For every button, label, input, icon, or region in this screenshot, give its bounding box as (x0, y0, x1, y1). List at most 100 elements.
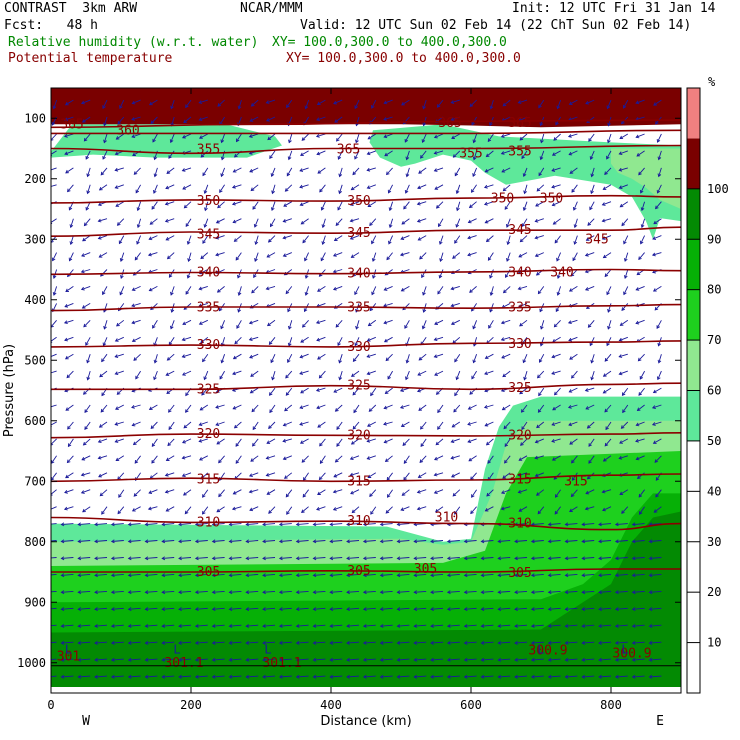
wind-arrow-head (422, 291, 426, 296)
wind-arrow-head (484, 371, 488, 376)
wind-arrow-head (607, 325, 611, 330)
wind-arrow (383, 421, 393, 425)
wind-arrow (115, 336, 124, 342)
wind-arrow (182, 184, 192, 190)
low-marker: L (65, 642, 72, 656)
wind-arrow (305, 99, 310, 109)
wind-arrow-head (405, 156, 410, 161)
wind-arrow-head (601, 236, 606, 240)
wind-arrow-head (622, 104, 627, 109)
wind-arrow-head (614, 539, 619, 544)
wind-arrow-head (110, 641, 115, 645)
wind-arrow (498, 573, 511, 576)
wind-arrow (503, 286, 511, 293)
wind-arrow-head (182, 439, 186, 444)
wind-arrow (279, 607, 292, 610)
wind-arrow (235, 252, 242, 261)
wind-arrow-head (245, 624, 250, 628)
wind-arrow-head (503, 425, 508, 430)
wind-arrow-head (127, 590, 132, 595)
wind-arrow (170, 133, 175, 143)
wind-arrow (337, 337, 343, 346)
wind-arrow-head (338, 173, 343, 178)
wind-arrow (571, 455, 578, 464)
wind-arrow-head (85, 342, 89, 346)
wind-arrow-head (233, 153, 238, 158)
wind-arrow-head (554, 239, 559, 244)
wind-arrow-head (654, 459, 659, 463)
wind-arrow (657, 370, 662, 380)
wind-arrow (296, 540, 309, 542)
wind-arrow (653, 99, 662, 106)
wind-arrow (313, 557, 326, 559)
wind-arrow-head (653, 220, 658, 225)
wind-arrow (538, 286, 545, 294)
theta-contour-365 (51, 119, 681, 129)
wind-arrow-head (640, 207, 645, 212)
wind-arrow (619, 167, 628, 171)
wind-arrow-head (351, 509, 356, 514)
wind-arrow (330, 540, 343, 542)
wind-arrow-head (413, 641, 418, 645)
wind-arrow (119, 286, 125, 295)
wind-arrow-head (434, 456, 438, 461)
wind-arrow (132, 99, 141, 104)
wind-arrow-head (110, 573, 115, 578)
wind-arrow (641, 218, 646, 228)
theta-contour-350 (51, 194, 681, 204)
wind-arrow-head (446, 573, 451, 578)
wind-arrow (81, 472, 91, 476)
wind-arrow (535, 438, 544, 443)
wind-arrow-head (400, 287, 405, 292)
wind-arrow-head (355, 308, 359, 313)
wind-arrow (417, 370, 427, 376)
wind-arrow-head (181, 473, 186, 477)
wind-arrow-head (446, 624, 451, 628)
wind-arrow-head (651, 252, 656, 257)
wind-arrow (219, 116, 225, 125)
wind-arrow (69, 252, 74, 261)
wind-arrow (215, 421, 225, 426)
wind-arrow-head (150, 425, 155, 430)
wind-arrow (604, 438, 612, 447)
wind-arrow-head (144, 590, 149, 595)
wind-arrow-head (523, 376, 527, 381)
wind-arrow-head (413, 556, 418, 561)
wind-arrow-head (520, 409, 525, 413)
wind-arrow-head (598, 641, 602, 645)
wind-arrow (468, 455, 477, 462)
wind-arrow-head (136, 207, 141, 212)
theta-label: 325 (508, 381, 531, 396)
wind-arrow-head (434, 509, 439, 513)
wind-arrow (498, 641, 511, 644)
wind-arrow (430, 641, 444, 644)
wind-arrow (535, 201, 545, 207)
wind-arrow (270, 218, 276, 227)
wind-arrow (103, 320, 108, 330)
wind-arrow-head (539, 122, 544, 127)
wind-arrow-head (573, 241, 578, 245)
wind-arrow (507, 235, 511, 245)
wind-arrow (116, 319, 125, 327)
wind-arrow-head (198, 422, 203, 426)
wind-arrow (402, 303, 410, 311)
wind-arrow-head (329, 573, 334, 578)
wind-arrow (585, 489, 595, 495)
wind-arrow (271, 167, 276, 177)
wind-arrow (367, 201, 377, 207)
wind-arrow-head (102, 342, 107, 347)
wind-arrow-head (501, 169, 506, 173)
wind-arrow-head (215, 389, 220, 393)
wind-arrow-head (354, 105, 358, 110)
wind-arrow-head (346, 573, 350, 578)
wind-arrow (171, 116, 175, 126)
wind-arrow-head (530, 573, 535, 578)
wind-arrow-head (211, 641, 216, 645)
wind-arrow (199, 438, 208, 442)
wind-arrow-head (228, 539, 233, 544)
wind-arrow-head (248, 473, 253, 478)
wind-arrow-head (219, 189, 223, 194)
wind-arrow (548, 523, 561, 526)
wind-arrow-head (83, 323, 87, 328)
wind-arrow-head (302, 493, 307, 498)
